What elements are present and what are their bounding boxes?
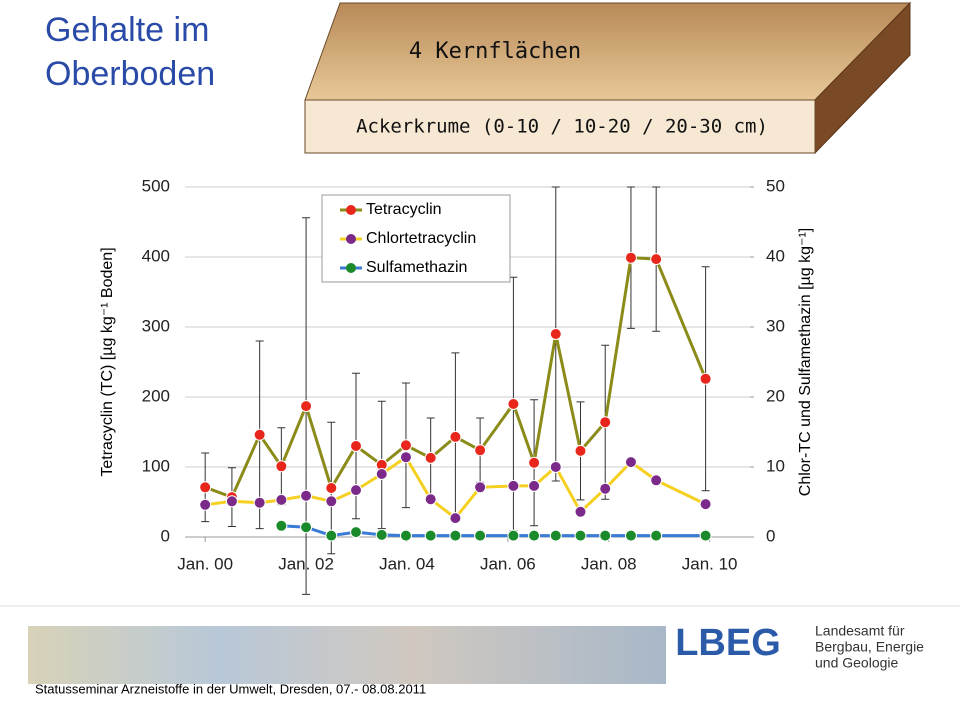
y-tick-label: 100 <box>142 456 170 475</box>
point <box>325 529 338 542</box>
x-tick-label: Jan. 10 <box>682 554 738 573</box>
x-tick-label: Jan. 00 <box>177 554 233 573</box>
x-tick-label: Jan. 04 <box>379 554 435 573</box>
y2-tick-label: 10 <box>766 456 785 475</box>
point <box>599 529 612 542</box>
point <box>253 428 266 441</box>
point <box>650 474 663 487</box>
title: Oberboden <box>45 55 215 93</box>
point <box>624 456 637 469</box>
point <box>699 498 712 511</box>
footer-text: Statusseminar Arzneistoffe in der Umwelt… <box>35 681 426 696</box>
point <box>599 416 612 429</box>
point <box>449 512 462 525</box>
point <box>424 451 437 464</box>
point <box>449 430 462 443</box>
title: Gehalte im <box>45 11 209 49</box>
image-strip <box>28 626 666 684</box>
point <box>507 529 520 542</box>
y2-tick-label: 40 <box>766 246 785 265</box>
point <box>375 528 388 541</box>
point <box>650 253 663 266</box>
point <box>275 493 288 506</box>
point <box>507 398 520 410</box>
box-front <box>304 99 816 154</box>
point <box>300 489 313 502</box>
x-tick-label: Jan. 06 <box>480 554 536 573</box>
point <box>474 529 487 542</box>
point <box>474 444 487 457</box>
point <box>399 451 412 464</box>
point <box>528 456 541 469</box>
point <box>699 372 712 385</box>
point <box>275 460 288 473</box>
y-tick-label: 200 <box>142 386 170 405</box>
point <box>624 529 637 542</box>
point <box>424 529 437 542</box>
y2-tick-label: 30 <box>766 316 785 335</box>
box-top <box>304 2 912 101</box>
point <box>549 461 562 473</box>
point <box>474 481 487 494</box>
point <box>375 468 388 480</box>
point <box>449 529 462 542</box>
y-tick-label: 300 <box>142 316 170 335</box>
point <box>325 495 338 508</box>
point <box>424 493 437 506</box>
legend-marker <box>346 205 356 215</box>
plot: 0 100 200 300 400 500 0 10 20 30 40 50 Jan. 00 Jan. 0… <box>99 176 814 595</box>
point <box>350 484 363 497</box>
y-tick-label: 400 <box>142 246 170 265</box>
point <box>275 519 288 532</box>
y2-axis-label: Chlor-TC und Sulfamethazin [µg kg⁻¹] <box>797 228 814 496</box>
point <box>350 526 363 539</box>
point <box>199 498 212 511</box>
point <box>528 529 541 542</box>
point <box>300 521 313 534</box>
y-tick-label: 0 <box>161 526 170 545</box>
logo: LBEG <box>675 622 781 664</box>
point <box>300 400 313 413</box>
y-axis-label: Tetracyclin (TC) [µg kg⁻¹ Boden] <box>99 247 116 476</box>
point <box>507 479 520 492</box>
box-subtitle: Ackerkrume (0-10 / 10-20 / 20-30 cm) <box>356 116 768 138</box>
point <box>574 444 587 457</box>
org: Landesamt für <box>815 623 905 639</box>
point <box>199 481 212 494</box>
legend: Tetracyclin Chlortetracyclin Sulfamethazin <box>340 201 476 276</box>
series-line <box>281 524 706 538</box>
point <box>325 482 338 494</box>
point <box>549 328 562 340</box>
point <box>549 529 562 542</box>
org: Bergbau, Energie <box>815 639 924 655</box>
point <box>225 495 238 508</box>
legend-label: Chlortetracyclin <box>366 230 476 247</box>
point <box>528 479 541 492</box>
point <box>399 529 412 542</box>
series-line <box>204 256 707 499</box>
point <box>699 529 712 542</box>
legend-marker <box>346 234 356 244</box>
legend-marker <box>346 263 356 273</box>
point <box>350 440 363 452</box>
point <box>650 529 663 542</box>
point <box>574 529 587 542</box>
point <box>253 496 266 509</box>
point <box>599 482 612 495</box>
legend-label: Sulfamethazin <box>366 259 467 276</box>
y2-tick-label: 0 <box>766 526 775 545</box>
point <box>624 251 637 264</box>
y2-tick-label: 20 <box>766 386 785 405</box>
point <box>574 505 587 518</box>
x-tick-label: Jan. 08 <box>581 554 637 573</box>
y-tick-label: 500 <box>142 176 170 195</box>
point <box>399 439 412 452</box>
y2-tick-label: 50 <box>766 176 785 195</box>
logo-bg <box>680 626 730 674</box>
org: und Geologie <box>815 655 899 671</box>
box-title: 4 Kernflächen <box>409 39 581 64</box>
legend-label: Tetracyclin <box>366 201 442 218</box>
